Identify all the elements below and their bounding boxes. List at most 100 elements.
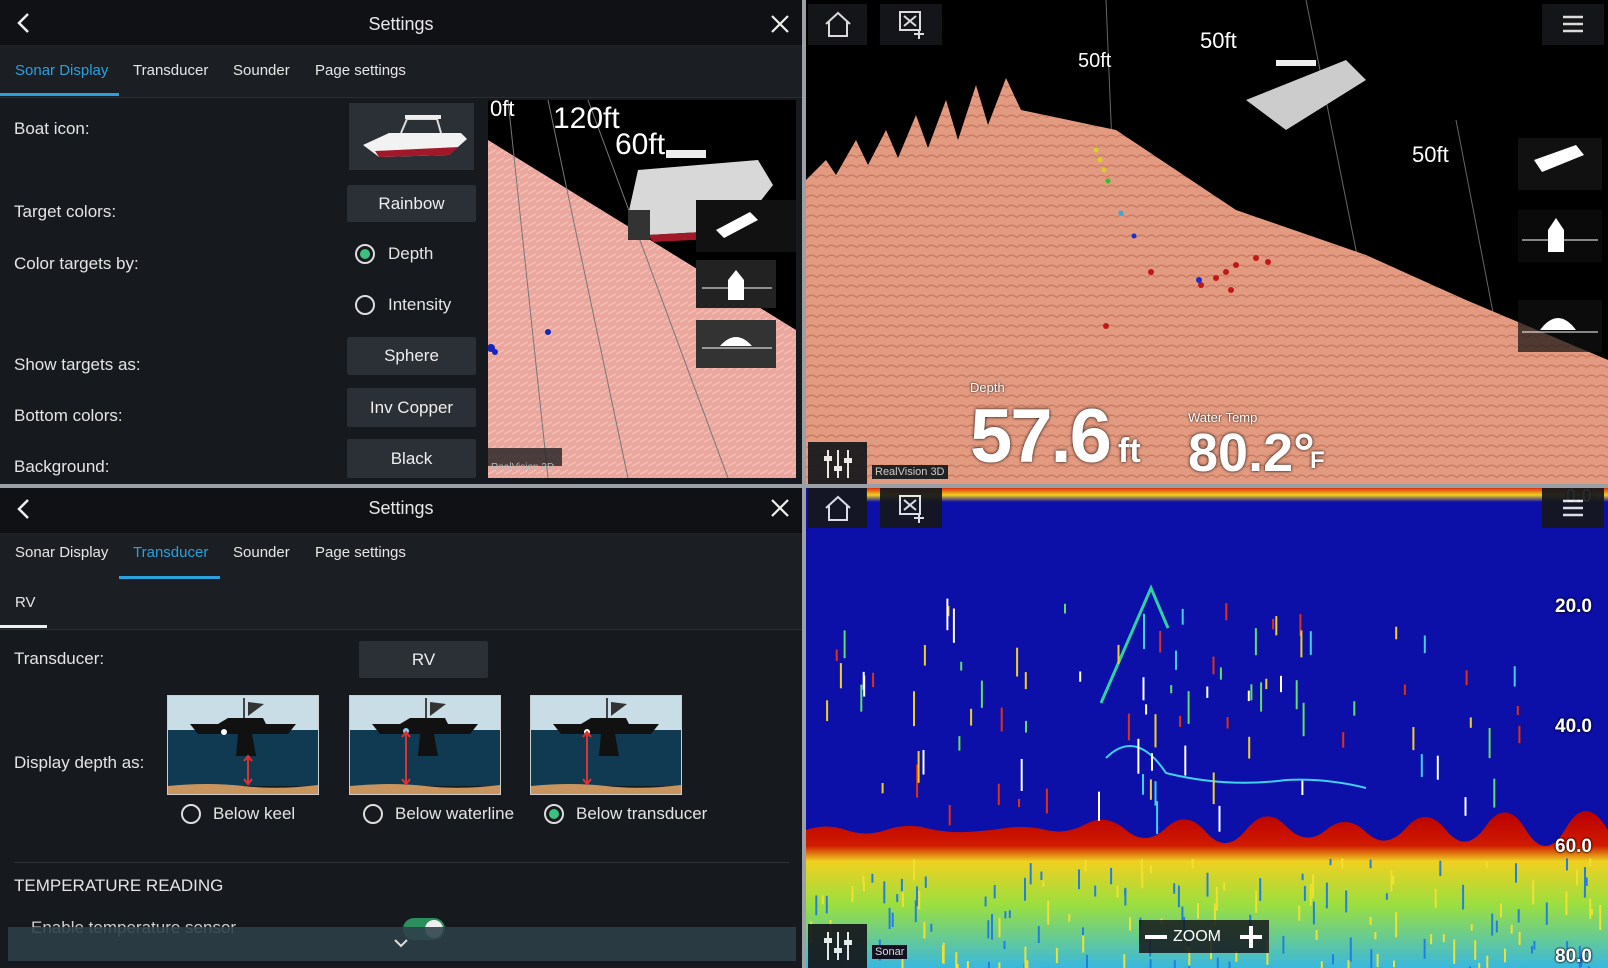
option-button[interactable]: RV <box>359 641 488 678</box>
sonar-return <box>843 630 846 659</box>
bottom-texture <box>1510 924 1513 934</box>
bottom-texture <box>1332 954 1334 965</box>
sonar-return <box>1079 671 1082 682</box>
bottom-texture <box>1587 966 1590 968</box>
bottom-texture <box>1566 858 1568 871</box>
scroll-chevron[interactable] <box>392 936 410 950</box>
sonar-return <box>1395 626 1398 640</box>
sonar-return <box>1149 779 1152 800</box>
radio[interactable] <box>355 295 375 315</box>
row-label: Boat icon: <box>14 119 90 138</box>
tab[interactable]: Sounder <box>233 62 290 79</box>
sonar-return <box>1412 727 1415 751</box>
tab-underline <box>119 576 220 579</box>
bottom-texture <box>1518 931 1521 945</box>
tab[interactable]: Page settings <box>315 62 406 79</box>
bottom-texture <box>821 895 824 905</box>
bottom-texture <box>914 900 917 923</box>
tab[interactable]: Transducer <box>133 544 209 561</box>
bottom-texture <box>1003 941 1006 950</box>
sonar-return <box>1206 686 1209 698</box>
depth-option-image[interactable] <box>167 695 319 795</box>
controls-button[interactable] <box>808 442 867 484</box>
sonar-return <box>1117 644 1120 664</box>
menu-button[interactable] <box>1542 488 1604 528</box>
sonar-return <box>1170 685 1173 694</box>
bottom-texture <box>1110 867 1113 885</box>
option-button[interactable]: Rainbow <box>347 185 476 222</box>
bottom-texture <box>1478 962 1481 968</box>
bottom-texture <box>1086 954 1088 968</box>
bottom-texture <box>956 964 959 968</box>
sonar-return <box>1142 677 1145 701</box>
tab[interactable]: Page settings <box>315 544 406 561</box>
radio-label: Intensity <box>388 295 452 314</box>
bottom-texture <box>966 961 969 968</box>
radio[interactable] <box>544 804 564 824</box>
bottom-texture <box>1325 882 1328 909</box>
boat-icon-button[interactable] <box>349 103 474 170</box>
tab[interactable]: Sounder <box>233 544 290 561</box>
bottom-texture <box>901 951 904 968</box>
sonar-return <box>997 783 1000 805</box>
home-button[interactable] <box>808 488 867 528</box>
bottom-texture <box>1532 879 1535 905</box>
sonar-return <box>916 764 919 798</box>
tab[interactable]: Sonar Display <box>15 62 109 79</box>
depth-option-image[interactable] <box>530 695 682 795</box>
bottom-texture <box>1370 949 1373 968</box>
bottom-texture <box>1589 898 1592 919</box>
close-button[interactable] <box>770 14 790 34</box>
zoom-label: ZOOM <box>1173 928 1221 945</box>
tab[interactable]: Transducer <box>133 62 209 79</box>
option-button[interactable]: Sphere <box>347 337 476 375</box>
close-button[interactable] <box>770 498 790 518</box>
sonar-return <box>826 700 829 722</box>
sonar-return <box>860 684 863 712</box>
depth-option-image[interactable] <box>349 695 501 795</box>
sonar-return <box>970 708 973 726</box>
menu-button[interactable] <box>1542 4 1604 45</box>
waypoint-button[interactable] <box>880 4 942 45</box>
option-button[interactable]: Inv Copper <box>347 388 476 427</box>
bottom-texture <box>891 912 894 927</box>
controls-button[interactable] <box>808 924 867 968</box>
bottom-texture <box>1566 941 1569 950</box>
option-button[interactable]: Black <box>347 439 476 478</box>
zoom-out-button[interactable] <box>1142 922 1170 952</box>
range-label: 0ft <box>490 96 515 121</box>
bottom-texture <box>1580 956 1583 967</box>
bottom-texture <box>1301 873 1304 881</box>
bottom-texture <box>1500 903 1502 918</box>
home-button[interactable] <box>808 4 867 45</box>
sonar-return <box>1302 702 1305 737</box>
back-button[interactable] <box>14 498 34 520</box>
sonar-return <box>881 783 884 794</box>
subtab[interactable]: RV <box>15 594 36 611</box>
waypoint-button[interactable] <box>880 488 942 528</box>
tab[interactable]: Sonar Display <box>15 544 109 561</box>
bottom-texture <box>1565 891 1568 916</box>
bottom-texture <box>900 878 903 892</box>
bottom-texture <box>1173 883 1176 894</box>
bottom-texture <box>1068 914 1071 922</box>
range-label: 50ft <box>1412 142 1449 167</box>
sonar-return <box>1275 616 1278 636</box>
caption: RealVision 3D <box>872 465 948 479</box>
radio-label: Below keel <box>213 804 296 823</box>
bottom-texture <box>993 885 996 899</box>
bottom-texture <box>1129 917 1131 931</box>
sonar-return <box>1137 738 1140 774</box>
sonar-return <box>1045 788 1048 814</box>
depth-label: Depth <box>970 380 1005 395</box>
back-button[interactable] <box>14 12 34 34</box>
radio[interactable] <box>355 244 375 264</box>
depth-scale-label: 60.0 <box>1555 836 1592 857</box>
sonar-return <box>1143 613 1145 649</box>
sonar-return <box>1064 603 1066 614</box>
bottom-texture <box>1462 884 1465 910</box>
radio[interactable] <box>363 804 383 824</box>
sonar-return <box>1098 791 1100 821</box>
zoom-in-button[interactable] <box>1237 922 1265 952</box>
radio[interactable] <box>181 804 201 824</box>
